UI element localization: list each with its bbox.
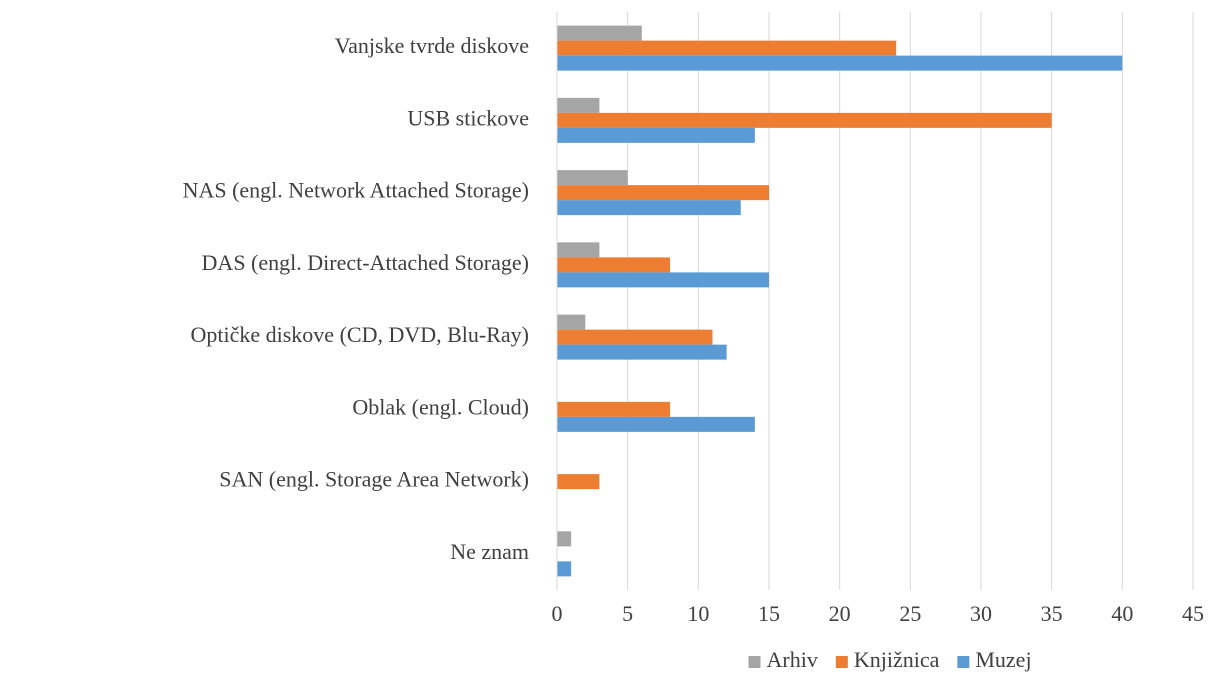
y-tick-label: Optičke diskove (CD, DVD, Blu-Ray) xyxy=(190,322,529,347)
bar xyxy=(557,185,769,201)
y-tick-label: SAN (engl. Storage Area Network) xyxy=(219,467,529,492)
bar xyxy=(557,329,713,345)
bar xyxy=(557,561,572,577)
bar xyxy=(557,97,600,113)
bar xyxy=(557,272,769,288)
bar xyxy=(557,531,572,547)
bar xyxy=(557,257,671,273)
bar xyxy=(557,40,897,56)
bar xyxy=(557,314,586,330)
bar xyxy=(557,242,600,258)
x-tick-label: 35 xyxy=(1041,601,1063,626)
bar xyxy=(557,25,642,41)
x-tick-label: 20 xyxy=(829,601,851,626)
legend-swatch xyxy=(748,656,761,668)
bar xyxy=(557,112,1052,128)
bar xyxy=(557,170,628,186)
x-tick-label: 5 xyxy=(622,601,633,626)
x-tick-label: 15 xyxy=(758,601,780,626)
legend-swatch xyxy=(957,656,970,668)
y-tick-label: DAS (engl. Direct-Attached Storage) xyxy=(202,250,529,275)
x-tick-label: 40 xyxy=(1111,601,1133,626)
y-tick-label: USB stickove xyxy=(407,105,529,130)
y-tick-label: Vanjske tvrde diskove xyxy=(335,33,529,58)
bar xyxy=(557,127,755,143)
bar xyxy=(557,55,1123,71)
x-tick-label: 10 xyxy=(687,601,709,626)
bar xyxy=(557,344,727,360)
bar xyxy=(557,200,741,216)
y-tick-label: NAS (engl. Network Attached Storage) xyxy=(183,178,529,203)
x-tick-label: 45 xyxy=(1182,601,1204,626)
bar xyxy=(557,474,600,490)
legend-label: Knjižnica xyxy=(854,647,940,672)
x-tick-label: 25 xyxy=(899,601,921,626)
legend-label: Muzej xyxy=(975,647,1031,672)
y-tick-label: Oblak (engl. Cloud) xyxy=(352,394,529,419)
x-tick-label: 30 xyxy=(970,601,992,626)
x-tick-label: 0 xyxy=(552,601,563,626)
bar xyxy=(557,401,671,417)
legend-label: Arhiv xyxy=(767,647,818,672)
y-tick-label: Ne znam xyxy=(450,539,529,564)
bar xyxy=(557,416,755,432)
legend-swatch xyxy=(835,656,848,668)
